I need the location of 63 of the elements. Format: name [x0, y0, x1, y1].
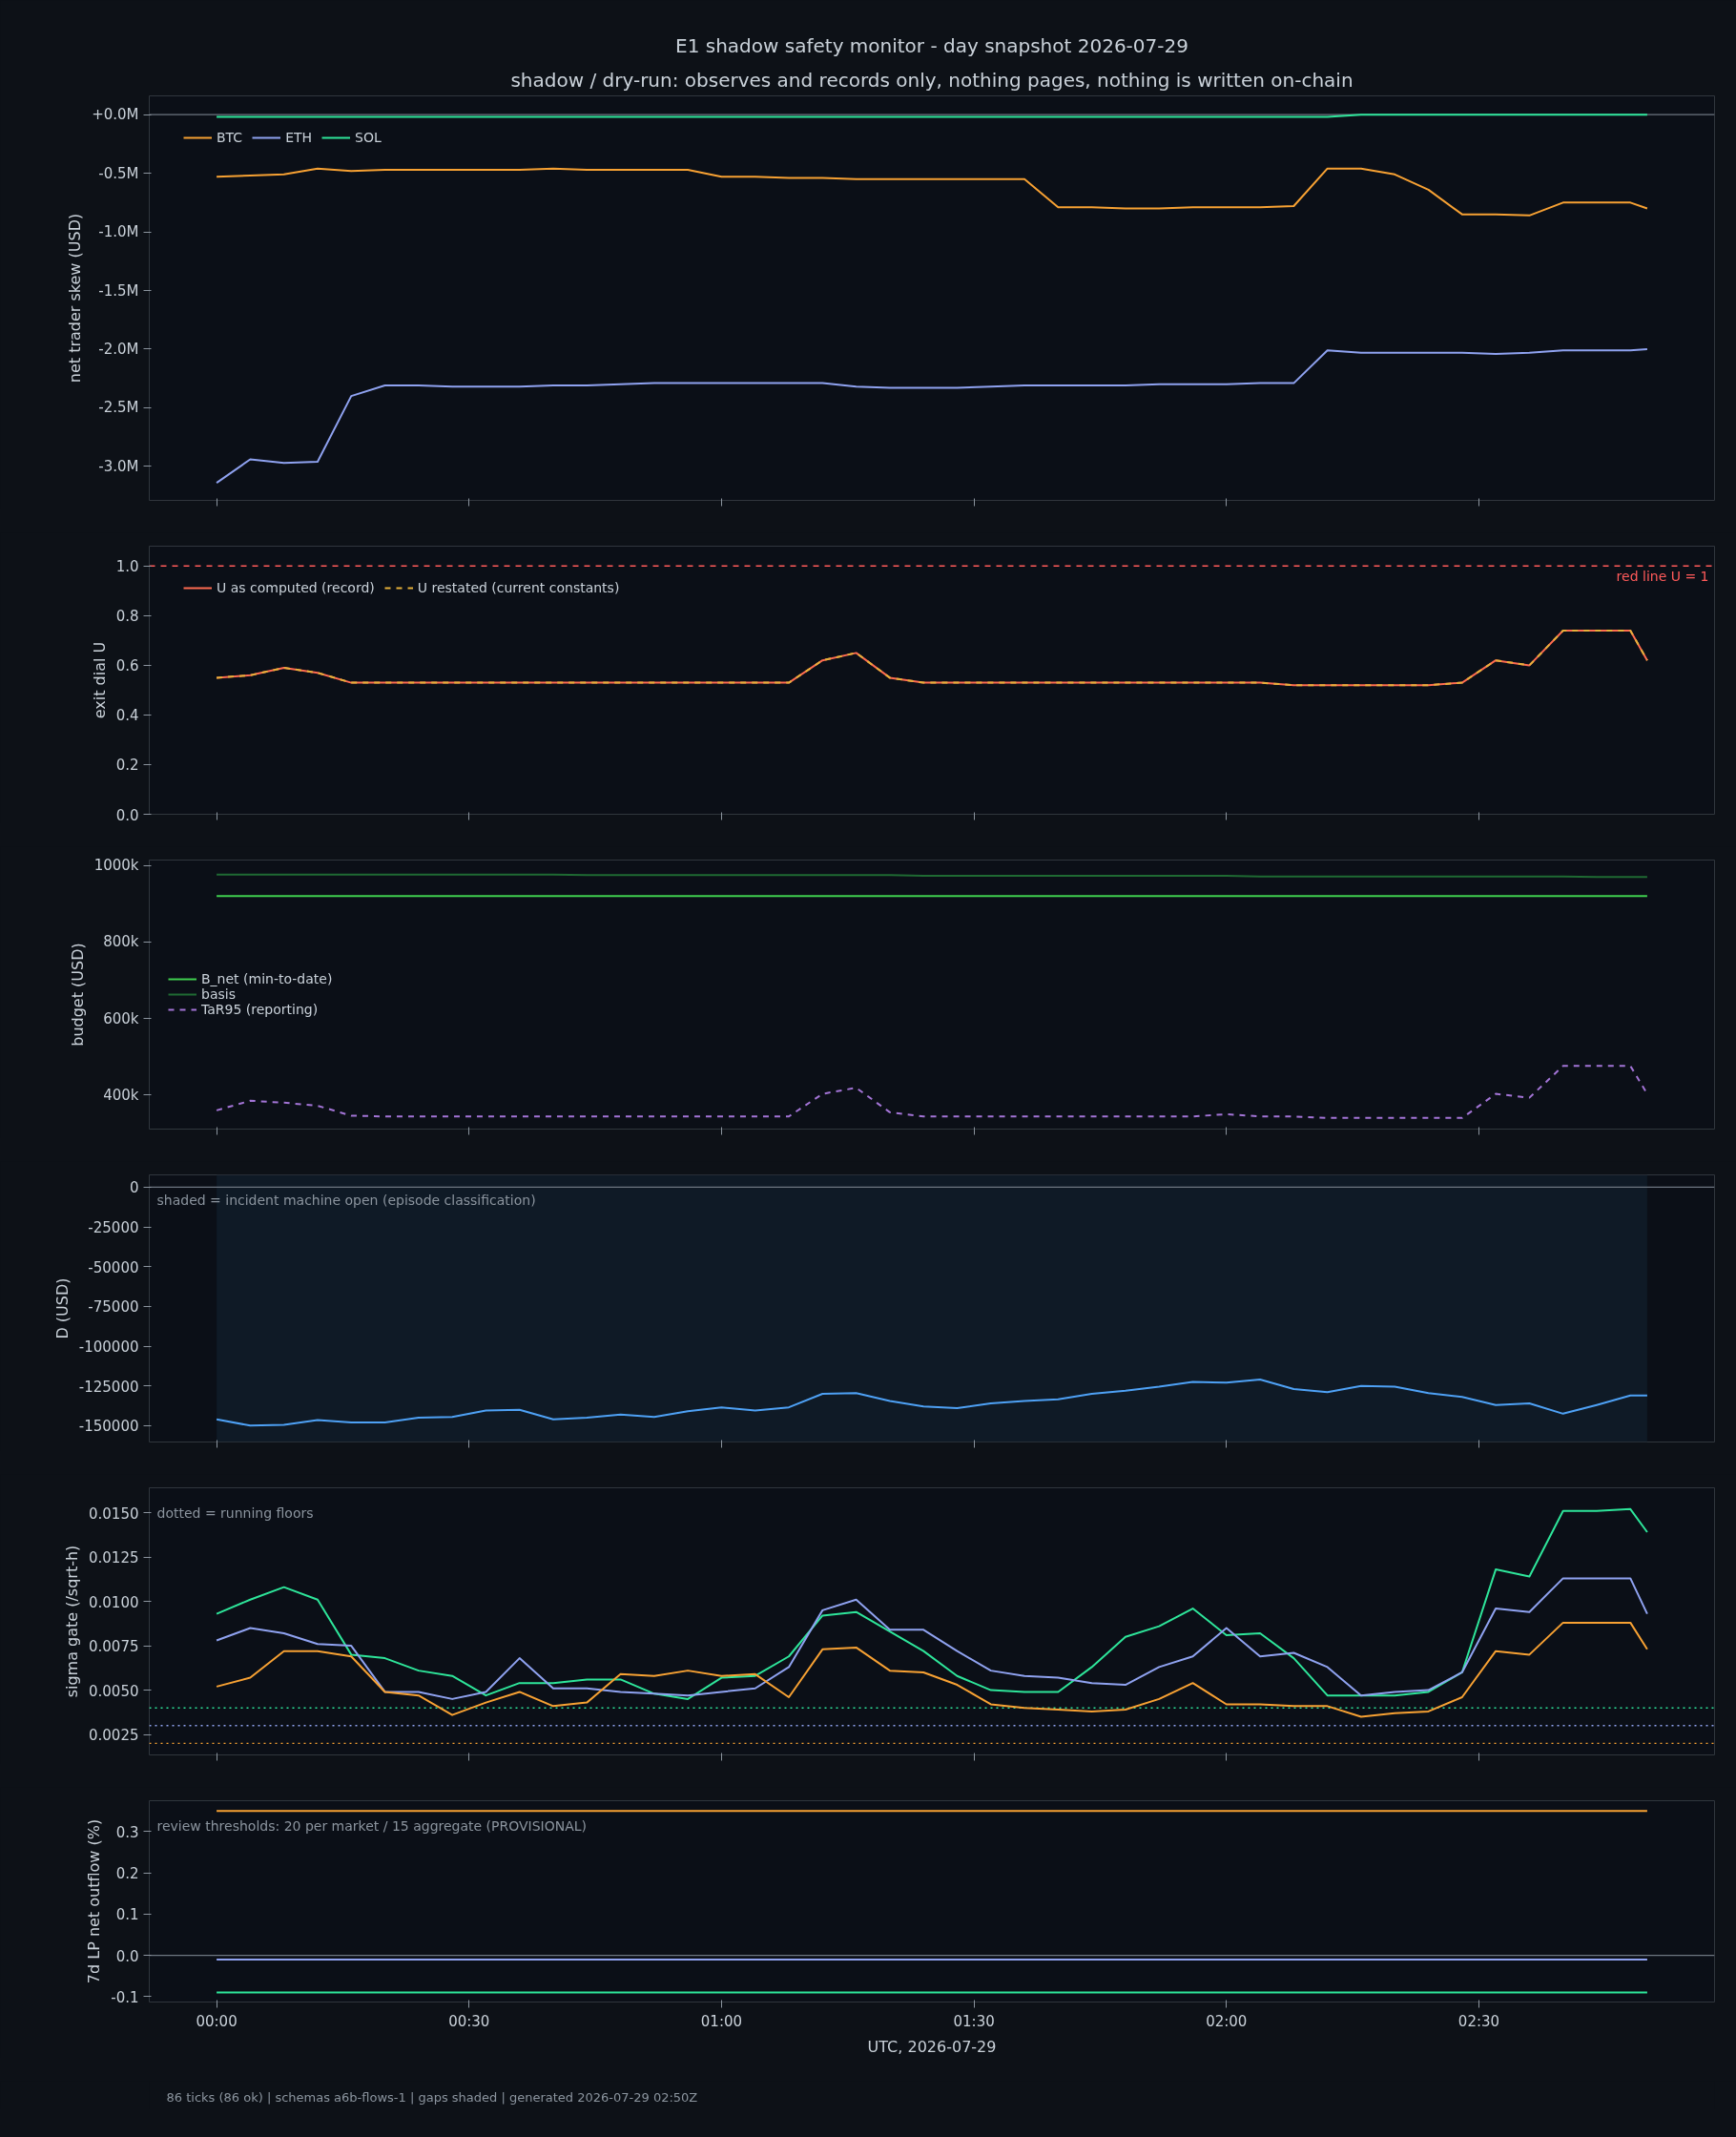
legend-label: TaR95 (reporting) — [201, 1002, 319, 1017]
chart-subtitle: shadow / dry-run: observes and records only, nothing pages, nothing is written on-chain — [510, 68, 1354, 92]
text: 86 ticks (86 ok) | schemas a6b-flows-1 | gaps shaded | generated 2026-07-29 02:50Z — [166, 2089, 698, 2105]
x-tick-label: 02:30 — [1457, 2012, 1500, 2030]
y-tick-label: 0.3 — [115, 1823, 139, 1841]
y-tick-label: -3.0M — [98, 457, 139, 475]
y-tick-label: 0.0 — [115, 1947, 139, 1965]
y-tick-label: -100000 — [78, 1338, 139, 1356]
y-tick-label: 0.0075 — [89, 1638, 139, 1656]
y-axis-title: sigma gate (/sqrt-h) — [63, 1545, 82, 1698]
y-tick-label: +0.0M — [92, 106, 139, 124]
x-axis-title: UTC, 2026-07-29 — [867, 2037, 997, 2056]
legend-label: ETH — [285, 130, 313, 145]
y-tick-label: 0.8 — [115, 608, 139, 626]
y-tick-label: 1000k — [93, 857, 139, 875]
y-tick-label: 600k — [103, 1009, 139, 1027]
y-axis-title: exit dial U — [90, 641, 109, 719]
y-tick-label: 0.2 — [115, 1865, 139, 1883]
legend-label: U restated (current constants) — [417, 580, 620, 595]
y-tick-label: -1.0M — [98, 223, 139, 241]
ref-line-label: red line U = 1 — [1616, 569, 1709, 585]
y-axis-title: 7d LP net outflow (%) — [85, 1818, 104, 1984]
y-tick-label: 0 — [129, 1179, 139, 1197]
annotation: dotted = running floors — [156, 1504, 314, 1521]
annotation: review thresholds: 20 per market / 15 aggregate (PROVISIONAL) — [156, 1817, 588, 1834]
y-tick-label: 0.0150 — [89, 1504, 139, 1523]
y-tick-label: 800k — [103, 933, 139, 951]
y-tick-label: 0.0 — [115, 806, 139, 824]
y-tick-label: 0.2 — [115, 757, 139, 775]
x-tick-label: 00:00 — [196, 2012, 238, 2030]
y-tick-label: 0.4 — [115, 707, 139, 725]
y-axis-title: net trader skew (USD) — [66, 213, 85, 384]
y-tick-label: -50000 — [88, 1258, 139, 1276]
y-tick-label: -0.5M — [98, 164, 139, 182]
y-tick-label: 0.6 — [115, 657, 139, 675]
y-tick-label: 0.0125 — [89, 1549, 139, 1567]
y-tick-label: -150000 — [78, 1418, 139, 1436]
y-tick-label: 400k — [103, 1086, 139, 1104]
y-tick-label: 0.0050 — [89, 1682, 139, 1700]
y-tick-label: -2.0M — [98, 340, 139, 358]
x-tick-label: 02:00 — [1206, 2012, 1248, 2030]
legend-label: BTC — [217, 130, 243, 145]
y-axis-title: D (USD) — [52, 1277, 72, 1339]
y-tick-label: 0.0100 — [89, 1593, 139, 1611]
x-tick-label: 01:00 — [700, 2012, 743, 2030]
y-tick-label: 0.1 — [115, 1906, 139, 1924]
band-label: shaded = incident machine open (episode classification) — [156, 1192, 536, 1208]
x-tick-label: 00:30 — [448, 2012, 490, 2030]
y-tick-label: -25000 — [88, 1219, 139, 1236]
x-tick-label: 01:30 — [953, 2012, 995, 2030]
y-tick-label: -0.1 — [111, 1988, 139, 2006]
y-tick-label: -125000 — [78, 1378, 139, 1396]
y-tick-label: 1.0 — [115, 558, 139, 576]
legend-label: basis — [201, 986, 236, 1002]
y-tick-label: -1.5M — [98, 281, 139, 300]
y-axis-title: budget (USD) — [68, 943, 87, 1047]
legend-label: B_net (min-to-date) — [201, 971, 333, 986]
y-tick-label: -2.5M — [98, 399, 139, 417]
legend-label: SOL — [355, 130, 382, 145]
chart-title: E1 shadow safety monitor - day snapshot 2026-07-29 — [675, 33, 1188, 57]
legend-label: U as computed (record) — [217, 580, 375, 595]
y-tick-label: 0.0025 — [89, 1727, 139, 1745]
y-tick-label: -75000 — [88, 1298, 139, 1317]
